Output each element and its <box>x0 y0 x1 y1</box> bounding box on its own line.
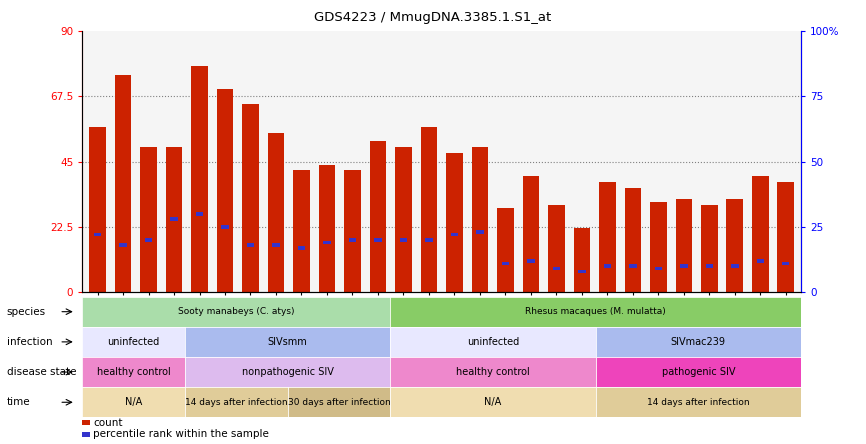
Bar <box>778 182 794 292</box>
Bar <box>578 270 585 273</box>
Text: SIVmac239: SIVmac239 <box>671 337 726 347</box>
Bar <box>319 165 335 292</box>
Bar <box>395 147 411 292</box>
Text: uninfected: uninfected <box>107 337 159 347</box>
Bar <box>675 199 692 292</box>
Bar <box>476 230 483 234</box>
Bar <box>247 243 255 247</box>
Bar <box>680 264 688 268</box>
Bar <box>548 205 565 292</box>
Bar <box>370 141 386 292</box>
Bar <box>94 233 101 237</box>
Bar <box>272 243 280 247</box>
Bar <box>624 188 641 292</box>
Text: Rhesus macaques (M. mulatta): Rhesus macaques (M. mulatta) <box>526 307 666 316</box>
Bar <box>553 267 560 270</box>
Bar <box>82 432 90 437</box>
Text: time: time <box>7 397 30 407</box>
Text: species: species <box>7 307 46 317</box>
Text: disease state: disease state <box>7 367 76 377</box>
Bar <box>82 420 90 425</box>
Text: 14 days after infection: 14 days after infection <box>185 398 288 407</box>
Bar <box>222 225 229 229</box>
Bar <box>349 238 356 242</box>
Bar <box>374 238 382 242</box>
Bar <box>573 228 590 292</box>
Bar <box>120 243 126 247</box>
Bar <box>650 202 667 292</box>
Text: percentile rank within the sample: percentile rank within the sample <box>94 429 269 440</box>
Text: healthy control: healthy control <box>456 367 530 377</box>
Text: infection: infection <box>7 337 52 347</box>
Bar <box>757 259 764 262</box>
Bar <box>298 246 305 250</box>
Bar <box>752 176 768 292</box>
Bar <box>522 176 540 292</box>
Bar <box>196 212 204 216</box>
Text: Sooty manabeys (C. atys): Sooty manabeys (C. atys) <box>178 307 294 316</box>
Text: N/A: N/A <box>125 397 142 407</box>
Bar <box>171 217 178 221</box>
Bar <box>706 264 713 268</box>
Bar <box>242 103 259 292</box>
Bar <box>472 147 488 292</box>
Bar <box>782 262 790 265</box>
Bar <box>446 153 462 292</box>
Text: nonpathogenic SIV: nonpathogenic SIV <box>242 367 333 377</box>
Bar <box>501 262 509 265</box>
Bar <box>294 170 310 292</box>
Bar <box>421 127 437 292</box>
Bar <box>655 267 662 270</box>
Bar <box>216 89 233 292</box>
Text: GDS4223 / MmugDNA.3385.1.S1_at: GDS4223 / MmugDNA.3385.1.S1_at <box>314 11 552 24</box>
Text: N/A: N/A <box>484 397 501 407</box>
Bar <box>115 75 132 292</box>
Bar <box>145 238 152 242</box>
Bar <box>89 127 106 292</box>
Bar <box>425 238 433 242</box>
Bar <box>191 66 208 292</box>
Bar <box>268 133 284 292</box>
Bar <box>527 259 534 262</box>
Text: uninfected: uninfected <box>467 337 519 347</box>
Bar <box>497 208 514 292</box>
Text: 14 days after infection: 14 days after infection <box>647 398 750 407</box>
Bar <box>731 264 739 268</box>
Text: pathogenic SIV: pathogenic SIV <box>662 367 735 377</box>
Bar <box>604 264 611 268</box>
Bar <box>450 233 458 237</box>
Bar <box>629 264 637 268</box>
Text: SIVsmm: SIVsmm <box>268 337 307 347</box>
Text: count: count <box>94 418 123 428</box>
Text: 30 days after infection: 30 days after infection <box>288 398 391 407</box>
Bar <box>165 147 183 292</box>
Bar <box>323 241 331 244</box>
Bar <box>727 199 743 292</box>
Bar <box>400 238 407 242</box>
Bar <box>701 205 718 292</box>
Bar <box>599 182 616 292</box>
Bar <box>344 170 361 292</box>
Text: healthy control: healthy control <box>97 367 171 377</box>
Bar <box>140 147 157 292</box>
